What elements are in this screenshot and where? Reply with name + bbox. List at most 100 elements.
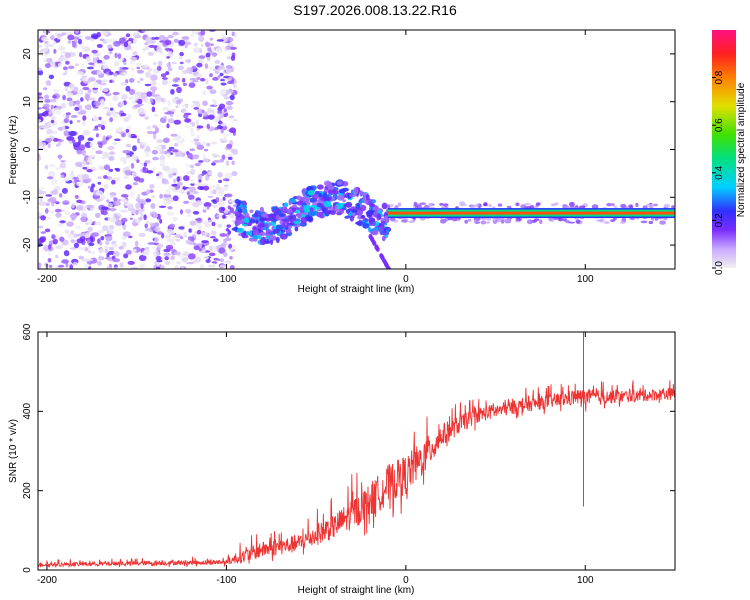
noise-blob <box>163 137 170 144</box>
halo-blob <box>620 221 626 224</box>
noise-blob <box>66 136 75 141</box>
scatter-blob <box>328 188 336 195</box>
scatter-blob <box>269 231 275 235</box>
halo-blob <box>663 204 671 208</box>
scatter-blob <box>351 209 358 213</box>
noise-blob <box>223 108 227 113</box>
noise-blob <box>128 37 134 42</box>
noise-blob <box>87 226 93 232</box>
noise-blob <box>201 109 205 114</box>
snr-frame <box>37 331 676 571</box>
noise-blob <box>144 83 152 87</box>
noise-blob <box>101 206 109 210</box>
noise-blob <box>139 112 146 115</box>
noise-blob <box>198 179 202 183</box>
noise-blob <box>194 183 200 186</box>
noise-blob <box>119 198 128 202</box>
noise-blob <box>159 155 165 161</box>
noise-blob <box>131 135 138 139</box>
noise-blob <box>96 59 103 64</box>
noise-blob <box>159 150 166 155</box>
noise-blob <box>108 225 115 230</box>
noise-blob <box>207 219 213 223</box>
noise-blob <box>58 155 62 160</box>
noise-blob <box>66 97 73 102</box>
noise-blob <box>88 178 92 182</box>
noise-blob <box>123 117 130 123</box>
noise-blob <box>76 233 84 237</box>
noise-blob <box>191 100 200 104</box>
noise-blob <box>191 178 195 184</box>
colorbar-tick-label: 0.2 <box>714 213 725 227</box>
scatter-blob <box>370 210 376 214</box>
noise-blob <box>186 59 191 64</box>
noise-blob <box>203 111 208 117</box>
scatter-blob <box>307 211 316 217</box>
noise-blob <box>38 262 42 269</box>
y-tick-label: 10 <box>22 96 33 108</box>
noise-blob <box>152 82 157 85</box>
noise-blob <box>131 154 137 160</box>
noise-blob <box>65 60 70 65</box>
noise-blob <box>84 105 89 110</box>
noise-blob <box>209 73 213 78</box>
noise-blob <box>59 236 65 242</box>
noise-blob <box>211 98 216 103</box>
noise-blob <box>38 92 42 96</box>
noise-blob <box>103 246 110 249</box>
noise-blob <box>229 207 234 213</box>
noise-blob <box>101 65 107 70</box>
noise-blob <box>65 114 70 119</box>
noise-blob <box>50 34 55 41</box>
scatter-blob <box>234 226 238 230</box>
noise-blob <box>156 259 163 263</box>
spur-blob <box>372 241 377 246</box>
noise-blob <box>62 66 68 71</box>
noise-blob <box>103 175 108 179</box>
scatter-blob <box>309 207 314 212</box>
halo-blob <box>473 217 481 222</box>
noise-blob <box>223 252 228 257</box>
noise-blob <box>110 107 114 111</box>
scatter-blob <box>268 235 277 241</box>
noise-blob <box>190 33 195 37</box>
noise-blob <box>193 42 198 47</box>
noise-blob <box>179 209 184 215</box>
halo-blob <box>471 204 477 208</box>
noise-blob <box>162 98 166 104</box>
noise-blob <box>120 209 126 213</box>
halo-blob <box>408 220 416 223</box>
noise-blob <box>122 149 131 154</box>
noise-blob <box>133 104 141 108</box>
noise-blob <box>198 35 205 42</box>
noise-blob <box>61 32 66 36</box>
noise-blob <box>136 80 141 84</box>
noise-blob <box>46 176 54 180</box>
noise-blob <box>75 225 81 230</box>
noise-blob <box>75 161 84 167</box>
snr-panel: -200 -100 0 100 0 200 400 600 Height of straigh… <box>8 323 676 596</box>
noise-blob <box>170 167 178 174</box>
noise-blob <box>48 264 53 268</box>
noise-blob <box>46 44 54 47</box>
spur-blob <box>369 236 374 242</box>
noise-blob <box>164 48 173 51</box>
noise-blob <box>113 72 118 77</box>
noise-blob <box>59 193 63 198</box>
noise-blob <box>147 125 152 129</box>
noise-blob <box>225 228 230 232</box>
noise-blob <box>170 241 176 246</box>
noise-blob <box>169 109 176 112</box>
noise-blob <box>185 239 192 244</box>
noise-blob <box>119 66 123 73</box>
noise-blob <box>52 238 58 245</box>
noise-blob <box>101 79 108 83</box>
noise-blob <box>101 120 107 126</box>
noise-blob <box>145 221 150 224</box>
noise-blob <box>50 116 57 120</box>
noise-blob <box>58 46 66 51</box>
noise-blob <box>102 210 108 216</box>
noise-blob <box>115 168 121 172</box>
noise-blob <box>150 74 158 81</box>
noise-blob <box>226 143 233 149</box>
